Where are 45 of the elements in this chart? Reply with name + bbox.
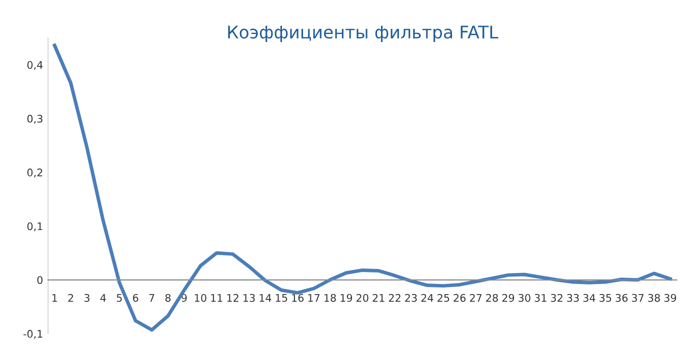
x-tick-label: 8 bbox=[165, 294, 171, 302]
x-tick-label: 10 bbox=[194, 294, 206, 302]
x-tick-label: 36 bbox=[616, 294, 628, 302]
x-tick-label: 18 bbox=[324, 294, 336, 302]
y-tick-label: 0,1 bbox=[27, 222, 42, 232]
x-tick-label: 17 bbox=[308, 294, 320, 302]
x-tick-label: 15 bbox=[276, 294, 288, 302]
x-tick-label: 39 bbox=[664, 294, 676, 302]
x-tick-label: 24 bbox=[421, 294, 434, 302]
x-tick-label: 6 bbox=[132, 294, 138, 302]
x-tick-label: 34 bbox=[583, 294, 596, 302]
x-tick-label: 3 bbox=[84, 294, 90, 302]
x-tick-label: 35 bbox=[600, 294, 612, 302]
y-tick-label: -0,1 bbox=[23, 330, 42, 339]
y-tick-label: 0,3 bbox=[27, 114, 42, 124]
x-tick-label: 31 bbox=[534, 294, 546, 302]
x-tick-label: 23 bbox=[405, 294, 417, 302]
x-tick-label: 37 bbox=[632, 294, 644, 302]
x-tick-label: 20 bbox=[356, 294, 368, 302]
x-tick-label: 13 bbox=[244, 294, 255, 302]
y-tick-label: 0 bbox=[37, 276, 43, 284]
y-tick-label: 0,2 bbox=[27, 168, 42, 178]
x-tick-label: 29 bbox=[502, 294, 514, 302]
chart-title: Коэффициенты фильтра FATL bbox=[228, 26, 498, 42]
x-tick-label: 27 bbox=[470, 294, 482, 302]
x-tick-label: 16 bbox=[292, 294, 304, 302]
x-tick-label: 25 bbox=[438, 294, 450, 302]
x-tick-label: 14 bbox=[260, 294, 272, 302]
x-tick-label: 30 bbox=[518, 294, 530, 302]
x-tick-label: 4 bbox=[100, 294, 106, 302]
x-tick-label: 7 bbox=[149, 294, 154, 302]
x-tick-label: 28 bbox=[486, 294, 498, 302]
x-tick-label: 1 bbox=[52, 294, 57, 302]
x-tick-label: 11 bbox=[211, 294, 222, 302]
x-tick-label: 21 bbox=[372, 294, 384, 302]
x-tick-label: 38 bbox=[648, 294, 660, 302]
y-tick-label: 0,4 bbox=[27, 60, 43, 70]
x-tick-label: 22 bbox=[388, 294, 400, 302]
x-tick-label: 12 bbox=[227, 294, 238, 302]
x-tick-label: 2 bbox=[68, 294, 74, 302]
x-tick-label: 26 bbox=[454, 294, 466, 302]
x-tick-label: 19 bbox=[340, 294, 352, 302]
x-tick-label: 33 bbox=[567, 294, 579, 302]
x-tick-label: 32 bbox=[550, 294, 562, 302]
x-tick-label: 5 bbox=[116, 294, 122, 302]
